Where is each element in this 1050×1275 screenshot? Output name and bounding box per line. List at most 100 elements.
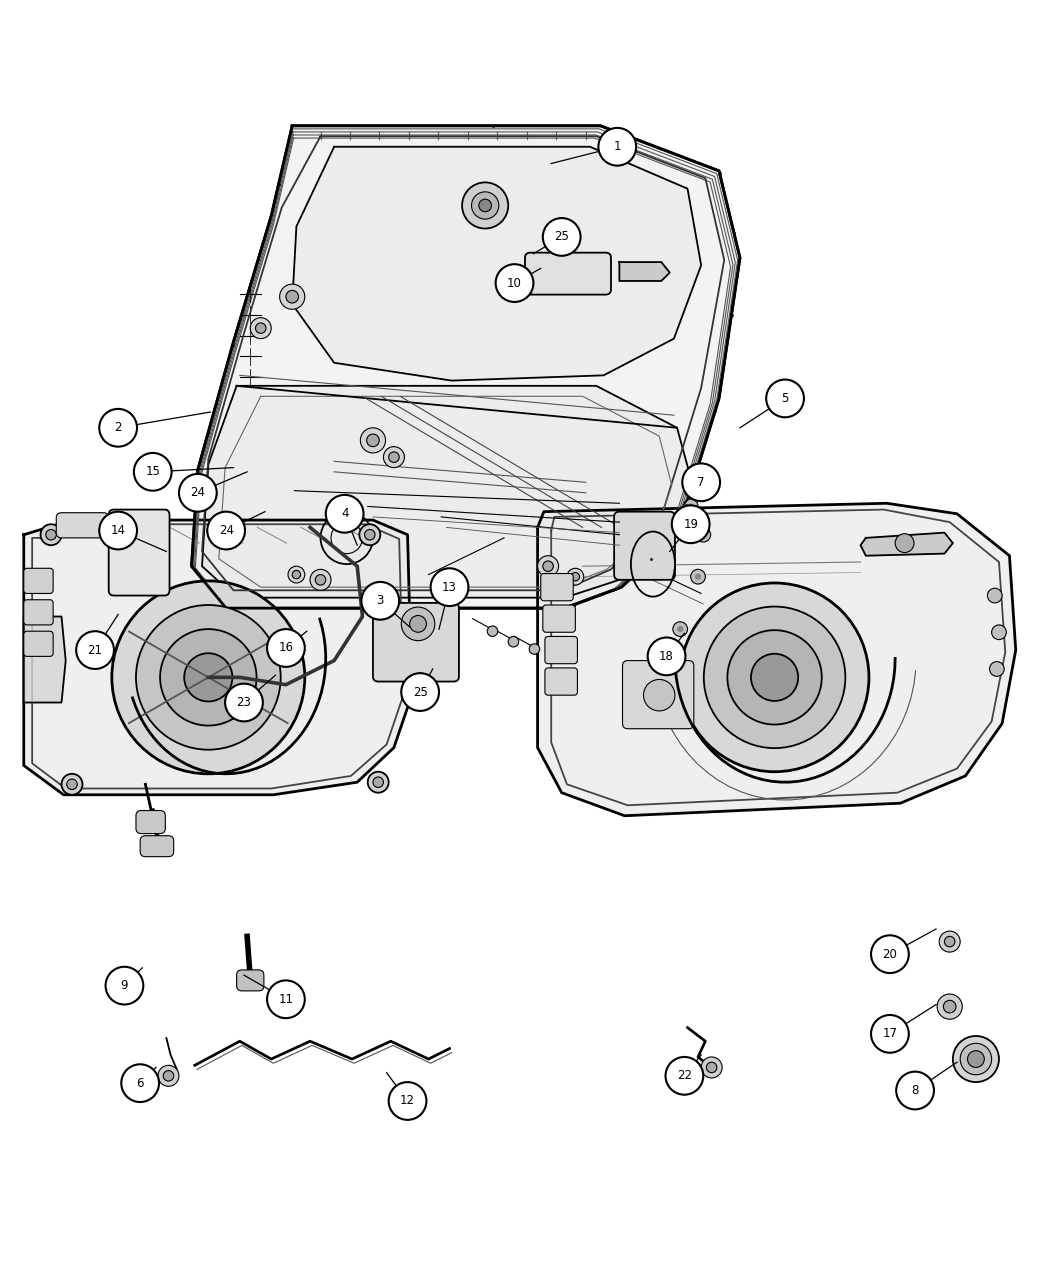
- Circle shape: [937, 994, 962, 1019]
- Text: 7: 7: [697, 476, 705, 488]
- Circle shape: [292, 570, 300, 579]
- FancyBboxPatch shape: [541, 574, 573, 601]
- Circle shape: [359, 524, 380, 546]
- Circle shape: [135, 606, 280, 750]
- Circle shape: [673, 622, 688, 636]
- FancyBboxPatch shape: [614, 511, 675, 580]
- Circle shape: [943, 1001, 956, 1012]
- Circle shape: [967, 1051, 984, 1067]
- FancyBboxPatch shape: [543, 606, 575, 632]
- Circle shape: [368, 771, 388, 793]
- Polygon shape: [24, 617, 66, 703]
- FancyBboxPatch shape: [373, 603, 459, 682]
- Circle shape: [401, 607, 435, 640]
- Circle shape: [77, 631, 114, 669]
- Circle shape: [487, 626, 498, 636]
- FancyBboxPatch shape: [109, 510, 169, 595]
- Circle shape: [666, 1057, 704, 1095]
- Text: 25: 25: [413, 686, 427, 699]
- Circle shape: [286, 291, 298, 303]
- Circle shape: [680, 583, 869, 771]
- Circle shape: [872, 936, 909, 973]
- Circle shape: [267, 980, 304, 1019]
- Circle shape: [538, 556, 559, 576]
- Circle shape: [178, 474, 216, 511]
- Text: 6: 6: [136, 1076, 144, 1090]
- Circle shape: [462, 182, 508, 228]
- Circle shape: [944, 936, 954, 947]
- Polygon shape: [24, 520, 412, 794]
- Text: 19: 19: [684, 518, 698, 530]
- Text: 24: 24: [190, 486, 206, 500]
- Circle shape: [100, 409, 136, 446]
- Circle shape: [766, 380, 804, 417]
- Circle shape: [225, 683, 262, 722]
- Text: 10: 10: [507, 277, 522, 289]
- Circle shape: [255, 323, 266, 333]
- Circle shape: [677, 626, 684, 632]
- Circle shape: [288, 566, 304, 583]
- Circle shape: [598, 128, 636, 166]
- Text: 8: 8: [911, 1084, 919, 1096]
- Circle shape: [160, 629, 256, 725]
- Circle shape: [989, 662, 1004, 676]
- Circle shape: [267, 629, 304, 667]
- Circle shape: [987, 588, 1002, 603]
- Text: 12: 12: [400, 1094, 415, 1108]
- Circle shape: [571, 572, 580, 581]
- Text: 20: 20: [882, 947, 898, 960]
- Circle shape: [158, 1066, 179, 1086]
- Circle shape: [430, 569, 468, 606]
- Circle shape: [728, 630, 822, 724]
- Text: 22: 22: [677, 1070, 692, 1082]
- Text: 25: 25: [554, 231, 569, 244]
- Circle shape: [682, 463, 720, 501]
- Text: 11: 11: [278, 993, 293, 1006]
- Circle shape: [62, 774, 83, 794]
- Circle shape: [315, 575, 326, 585]
- Circle shape: [672, 505, 710, 543]
- Circle shape: [361, 581, 399, 620]
- Circle shape: [991, 625, 1006, 640]
- Circle shape: [373, 776, 383, 788]
- Polygon shape: [620, 263, 670, 280]
- Circle shape: [939, 931, 960, 952]
- Text: 16: 16: [278, 641, 293, 654]
- Circle shape: [700, 532, 707, 538]
- Circle shape: [960, 1043, 991, 1075]
- FancyBboxPatch shape: [525, 252, 611, 295]
- Circle shape: [543, 561, 553, 571]
- Text: 18: 18: [659, 650, 674, 663]
- Text: 5: 5: [781, 391, 789, 405]
- Circle shape: [897, 1071, 933, 1109]
- Text: 23: 23: [236, 696, 251, 709]
- Circle shape: [684, 499, 698, 514]
- Circle shape: [106, 966, 143, 1005]
- FancyBboxPatch shape: [24, 569, 54, 593]
- Circle shape: [410, 616, 426, 632]
- Circle shape: [184, 653, 232, 701]
- Text: 3: 3: [377, 594, 384, 607]
- Circle shape: [751, 654, 798, 701]
- FancyBboxPatch shape: [545, 668, 578, 695]
- Circle shape: [46, 529, 57, 541]
- Circle shape: [388, 1082, 426, 1119]
- FancyBboxPatch shape: [545, 636, 578, 664]
- Circle shape: [67, 779, 78, 789]
- Circle shape: [529, 644, 540, 654]
- Circle shape: [648, 638, 686, 676]
- Text: 13: 13: [442, 580, 457, 594]
- Circle shape: [366, 434, 379, 446]
- Circle shape: [704, 607, 845, 748]
- Circle shape: [388, 451, 399, 463]
- Circle shape: [508, 636, 519, 646]
- Circle shape: [133, 453, 171, 491]
- Circle shape: [567, 569, 584, 585]
- Circle shape: [688, 504, 694, 510]
- Circle shape: [696, 528, 711, 542]
- Circle shape: [360, 428, 385, 453]
- Circle shape: [701, 1057, 722, 1077]
- Circle shape: [100, 511, 136, 550]
- Circle shape: [695, 574, 701, 580]
- Text: 2: 2: [114, 421, 122, 435]
